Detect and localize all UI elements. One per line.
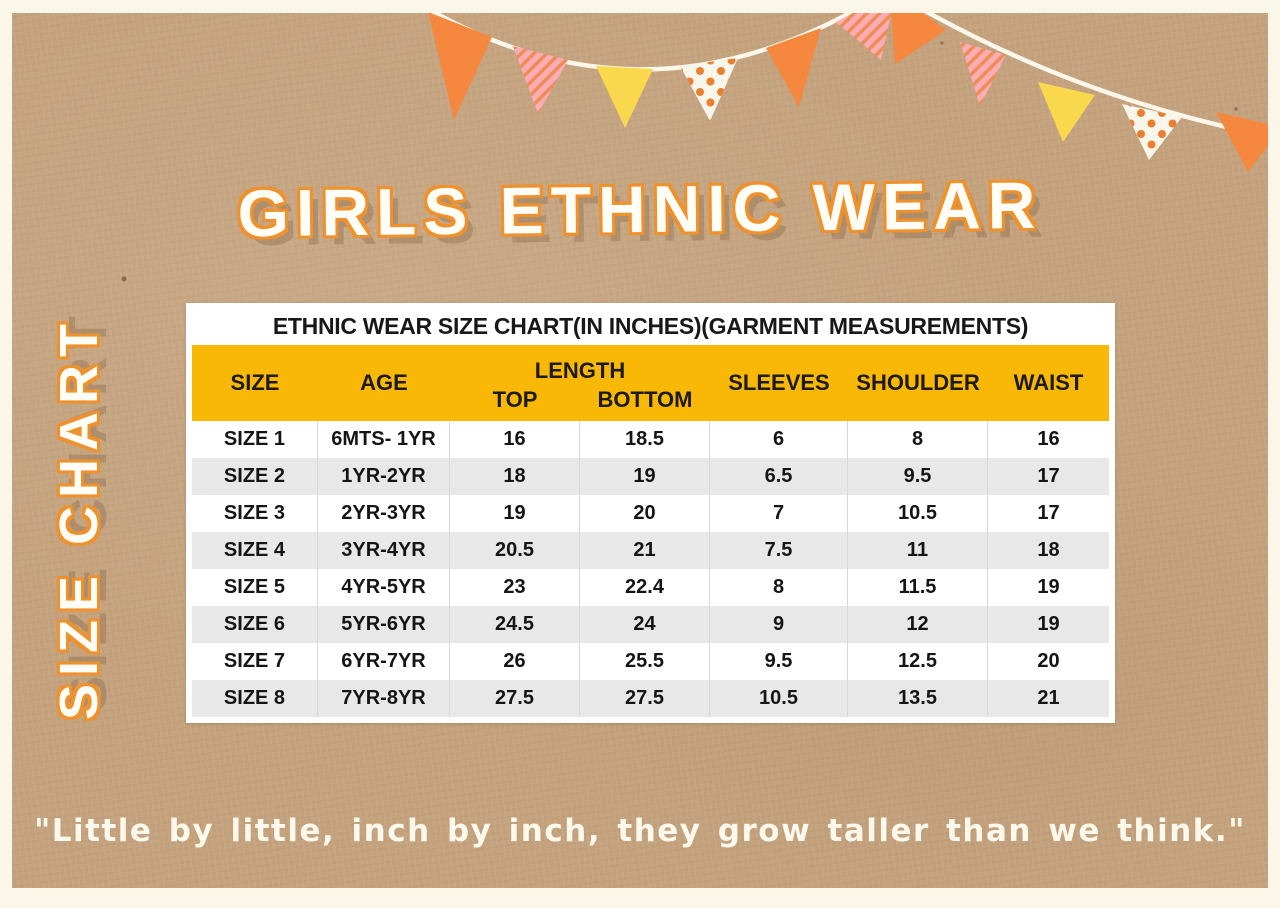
cell-age: 6YR-7YR xyxy=(318,643,450,680)
flag-pink-striped-icon xyxy=(836,13,892,60)
cell-age: 7YR-8YR xyxy=(318,680,450,717)
table-row: SIZE 3 2YR-3YR 19 20 7 10.5 17 xyxy=(192,495,1109,532)
cell-size: SIZE 2 xyxy=(192,458,318,495)
cell-top: 23 xyxy=(450,569,580,606)
cell-size: SIZE 5 xyxy=(192,569,318,606)
cell-shoulder: 9.5 xyxy=(848,458,988,495)
bunting-string-right xyxy=(924,13,1268,139)
cell-age: 6MTS- 1YR xyxy=(318,421,450,458)
cell-size: SIZE 1 xyxy=(192,421,318,458)
col-header-length: LENGTH xyxy=(534,358,626,383)
col-header-shoulder: SHOULDER xyxy=(856,370,980,395)
cell-age: 5YR-6YR xyxy=(318,606,450,643)
cell-sleeves: 6 xyxy=(710,421,848,458)
cell-waist: 19 xyxy=(1037,613,1060,635)
cell-bottom: 18.5 xyxy=(580,421,710,458)
kraft-background: GIRLS ETHNIC WEAR SIZE CHART ETHNIC WEAR… xyxy=(12,13,1268,888)
cell-bottom: 24 xyxy=(580,606,710,643)
flag-white-dotted-icon xyxy=(1122,104,1182,160)
cell-age: 2YR-3YR xyxy=(318,495,450,532)
table-row: SIZE 7 6YR-7YR 26 25.5 9.5 12.5 20 xyxy=(192,643,1109,680)
cell-waist: 17 xyxy=(1037,502,1060,524)
cell-age: 1YR-2YR xyxy=(318,458,450,495)
cell-bottom: 20 xyxy=(580,495,710,532)
flag-orange-icon xyxy=(890,13,946,64)
cell-top: 20.5 xyxy=(450,532,580,569)
table-row: SIZE 1 6MTS- 1YR 16 18.5 6 8 16 xyxy=(192,421,1109,458)
cell-waist: 19 xyxy=(1037,576,1060,598)
cell-sleeves: 7 xyxy=(710,495,848,532)
cell-top: 19 xyxy=(450,495,580,532)
table-row: SIZE 2 1YR-2YR 18 19 6.5 9.5 17 xyxy=(192,458,1109,495)
flag-yellow-icon xyxy=(1038,82,1095,142)
cell-sleeves: 6.5 xyxy=(710,458,848,495)
cell-bottom: 25.5 xyxy=(580,643,710,680)
flag-white-dotted-icon xyxy=(680,58,738,121)
cell-sleeves: 10.5 xyxy=(710,680,848,717)
cell-age: 4YR-5YR xyxy=(318,569,450,606)
cell-waist: 21 xyxy=(1037,687,1060,709)
cell-shoulder: 8 xyxy=(848,421,988,458)
cell-sleeves: 8 xyxy=(710,569,848,606)
col-header-sleeves: SLEEVES xyxy=(728,370,830,395)
cell-shoulder: 12 xyxy=(848,606,988,643)
cell-age: 3YR-4YR xyxy=(318,532,450,569)
side-label-size-chart: SIZE CHART xyxy=(49,316,109,720)
col-header-bottom: BOTTOM xyxy=(597,387,693,412)
cell-sleeves: 9 xyxy=(710,606,848,643)
table-header: SIZE AGE LENGTH TOP BOTTOM SLEEVES SHOUL… xyxy=(192,345,1109,421)
table-row: SIZE 8 7YR-8YR 27.5 27.5 10.5 13.5 21 xyxy=(192,680,1109,717)
page-title: GIRLS ETHNIC WEAR xyxy=(237,167,1043,251)
col-header-size: SIZE xyxy=(230,370,280,395)
cell-shoulder: 12.5 xyxy=(848,643,988,680)
flag-orange-icon xyxy=(766,28,821,107)
cell-shoulder: 13.5 xyxy=(848,680,988,717)
cell-size: SIZE 6 xyxy=(192,606,318,643)
cell-top: 16 xyxy=(450,421,580,458)
cell-bottom: 21 xyxy=(580,532,710,569)
cell-size: SIZE 7 xyxy=(192,643,318,680)
flag-pink-striped-icon xyxy=(513,46,568,114)
flag-yellow-icon xyxy=(596,66,653,128)
cell-top: 27.5 xyxy=(450,680,580,717)
size-chart-card: ETHNIC WEAR SIZE CHART(IN INCHES)(GARMEN… xyxy=(186,303,1115,723)
cell-waist: 20 xyxy=(1037,650,1060,672)
col-header-top: TOP xyxy=(492,387,538,412)
cell-shoulder: 10.5 xyxy=(848,495,988,532)
col-header-waist: WAIST xyxy=(1013,370,1084,395)
cell-bottom: 22.4 xyxy=(580,569,710,606)
flag-pink-striped-icon xyxy=(960,42,1006,106)
cell-waist: 16 xyxy=(1037,428,1060,450)
flag-orange-icon xyxy=(1216,112,1268,172)
cell-shoulder: 11 xyxy=(848,532,988,569)
table-row: SIZE 4 3YR-4YR 20.5 21 7.5 11 18 xyxy=(192,532,1109,569)
cell-sleeves: 7.5 xyxy=(710,532,848,569)
cell-top: 24.5 xyxy=(450,606,580,643)
flag-orange-icon xyxy=(428,13,492,120)
table-row: SIZE 5 4YR-5YR 23 22.4 8 11.5 19 xyxy=(192,569,1109,606)
cell-bottom: 27.5 xyxy=(580,680,710,717)
cell-size: SIZE 8 xyxy=(192,680,318,717)
cell-bottom: 19 xyxy=(580,458,710,495)
cell-shoulder: 11.5 xyxy=(848,569,988,606)
col-header-age: AGE xyxy=(360,370,408,395)
quote-text: "Little by little, inch by inch, they gr… xyxy=(34,813,1246,849)
cell-waist: 17 xyxy=(1037,465,1060,487)
cell-top: 18 xyxy=(450,458,580,495)
bunting-decoration xyxy=(428,13,1268,172)
cell-size: SIZE 3 xyxy=(192,495,318,532)
table-row: SIZE 6 5YR-6YR 24.5 24 9 12 19 xyxy=(192,606,1109,643)
cell-top: 26 xyxy=(450,643,580,680)
cell-sleeves: 9.5 xyxy=(710,643,848,680)
table-body: SIZE 1 6MTS- 1YR 16 18.5 6 8 16 SIZE 2 1… xyxy=(192,421,1109,717)
cell-waist: 18 xyxy=(1037,539,1060,561)
table-caption: ETHNIC WEAR SIZE CHART(IN INCHES)(GARMEN… xyxy=(272,312,1029,339)
cell-size: SIZE 4 xyxy=(192,532,318,569)
